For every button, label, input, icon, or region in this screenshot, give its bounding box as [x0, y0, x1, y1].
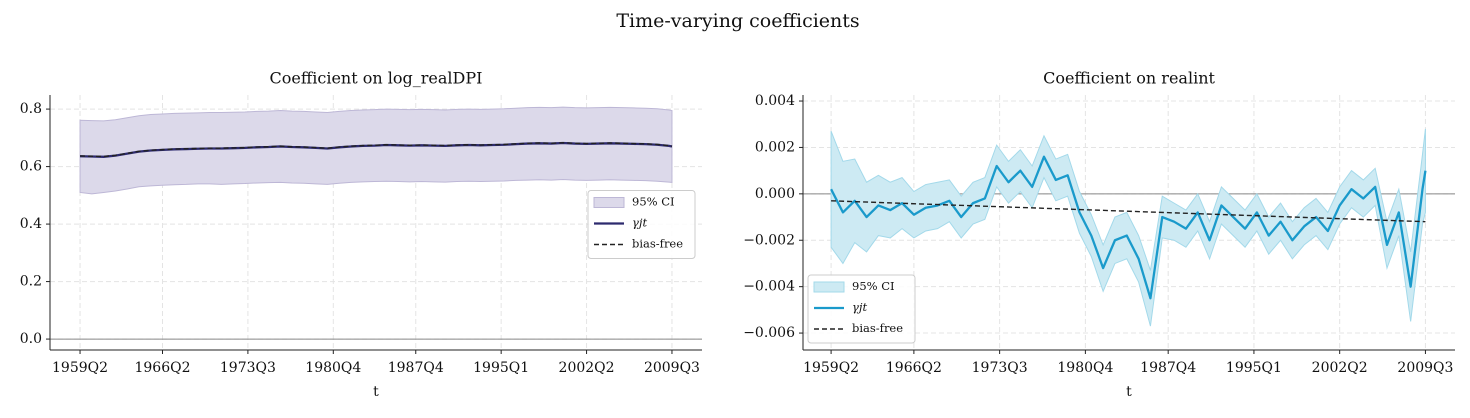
y-tick-label: −0.002: [743, 232, 795, 248]
x-tick-label: 1973Q3: [220, 360, 276, 376]
y-tick-label: 0.002: [755, 139, 795, 155]
legend-label: 95% CI: [632, 195, 675, 209]
legend: 95% CI γjt bias-free: [807, 274, 916, 344]
figure-title: Time-varying coefficients: [616, 10, 859, 32]
x-tick-label: 1980Q4: [1057, 360, 1113, 376]
x-tick-label: 1995Q1: [1226, 360, 1282, 376]
x-tick-label: 2009Q3: [644, 360, 700, 376]
bias-free-line: [831, 200, 1426, 223]
x-axis-label: t: [1126, 384, 1132, 400]
legend-label: bias-free: [852, 321, 903, 335]
legend-swatch: [813, 281, 845, 293]
x-tick-label: 1987Q4: [388, 360, 444, 376]
coefficient-line: [830, 155, 1427, 300]
y-tick-label: 0.000: [755, 186, 795, 202]
y-tick-label: 0.6: [20, 159, 42, 175]
y-tick-label: −0.006: [743, 325, 795, 341]
axes-title: Coefficient on realint: [1043, 69, 1215, 88]
x-tick-label: 1959Q2: [803, 360, 859, 376]
legend-label: γjt: [852, 300, 867, 314]
x-tick-label: 1980Q4: [305, 360, 361, 376]
axes: 1959Q2 1966Q2 1973Q3 1980Q4 1987Q4 1995Q1 2002…: [20, 69, 702, 400]
y-tick-label: 0.0: [20, 331, 42, 347]
legend: 95% CI γjt bias-free: [587, 190, 696, 259]
legend-label: γjt: [632, 216, 647, 230]
x-tick-label: 1959Q2: [52, 360, 108, 376]
y-tick-label: 0.2: [20, 274, 42, 290]
ci-band: [830, 128, 1426, 327]
x-tick-label: 1966Q2: [134, 360, 190, 376]
x-tick-label: 2009Q3: [1397, 360, 1453, 376]
legend-label: bias-free: [632, 237, 683, 251]
x-tick-label: 2002Q2: [559, 360, 615, 376]
x-tick-label: 1987Q4: [1140, 360, 1196, 376]
x-tick-label: 1973Q3: [972, 360, 1028, 376]
axes-title: Coefficient on log_realDPI: [270, 69, 483, 88]
y-tick-label: 0.4: [20, 216, 42, 232]
x-tick-label: 1995Q1: [473, 360, 529, 376]
y-tick-label: 0.004: [755, 93, 795, 109]
legend-label: 95% CI: [852, 279, 895, 293]
bias-free-line: [80, 142, 673, 158]
x-tick-label: 1966Q2: [886, 360, 942, 376]
legend-swatch: [593, 197, 625, 208]
x-axis-label: t: [373, 384, 379, 400]
y-tick-label: −0.004: [743, 279, 795, 295]
ci-band: [79, 106, 673, 195]
x-tick-label: 2002Q2: [1312, 360, 1368, 376]
axes: 1959Q2 1966Q2 1973Q3 1980Q4 1987Q4 1995Q1 2002…: [743, 69, 1455, 400]
y-tick-label: 0.8: [20, 101, 42, 117]
